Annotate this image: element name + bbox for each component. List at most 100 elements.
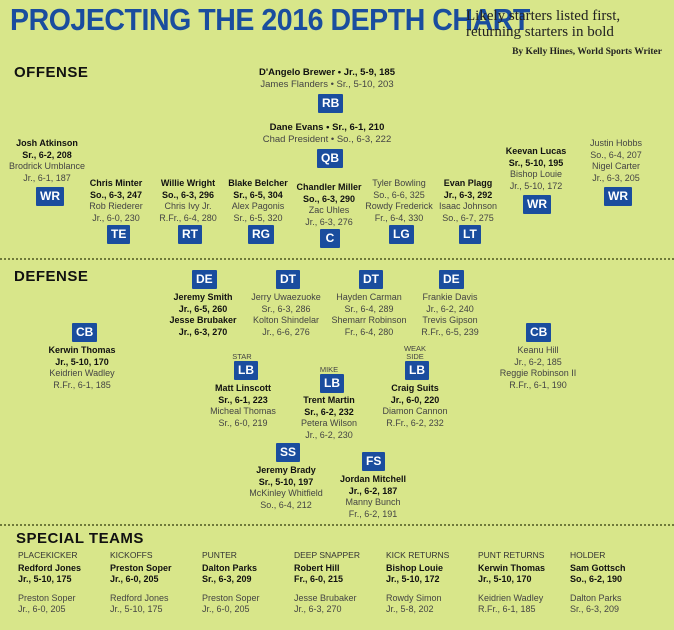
te-badge: TE [107,225,131,244]
rb-backup: James Flanders • Sr., 5-10, 203 [260,78,394,90]
special-starter: Jr., 5-10, 170 [478,574,532,584]
special-role-label: KICK RETURNS [386,550,450,560]
special-teams-heading: SPECIAL TEAMS [16,530,144,547]
c-block: Chandler Miller So., 6-3, 290 Zac Uhles … [296,182,362,227]
special-starter: Jr., 5-10, 175 [18,574,72,584]
wr-left-block: Josh Atkinson Sr., 6-2, 208 Brodrick Umb… [2,138,92,184]
c-badge: C [320,229,340,248]
lb-mike-block: Trent Martin Sr., 6-2, 232 Petera Wilson… [300,395,358,440]
rg-block: Blake Belcher Sr., 6-5, 304 Alex Pagonis… [228,178,288,223]
rb-badge: RB [318,94,344,113]
lb-mike-tag: MIKE [319,365,339,374]
dt-left-badge: DT [276,270,300,289]
wr-left-backup: Brodrick Umblance [8,161,86,171]
special-backup: Jr., 6-3, 270 [294,604,342,614]
lt-badge: LT [459,225,481,244]
special-starter: Bishop Louie [386,562,443,573]
fs-block: Jordan Mitchell Jr., 6-2, 187 Manny Bunc… [339,474,406,519]
cb-right-badge: CB [526,323,552,342]
de-right-badge: DE [439,270,464,289]
wr-left-badge: WR [36,187,64,206]
special-backup: Dalton Parks [570,592,622,603]
page-title: PROJECTING THE 2016 DEPTH CHART [10,2,530,37]
lb-weak-tag: WEAK SIDE [403,344,427,361]
special-backup: Jr., 5-8, 202 [386,604,434,614]
fs-badge: FS [362,452,386,471]
lb-star-tag: STAR [232,352,252,361]
special-teams-item: PLACEKICKER Redford Jones Jr., 5-10, 175 Pr… [18,550,81,616]
special-backup: Rowdy Simon [386,592,442,603]
special-role-label: PUNTER [202,550,237,560]
special-role-label: DEEP SNAPPER [294,550,360,560]
section-divider-2 [0,524,674,526]
qb-badge: QB [317,149,343,168]
dt-left-block: Jerry Uwaezuoke Sr., 6-3, 286 Kolton Shi… [251,292,321,337]
lb-star-block: Matt Linscott Sr., 6-1, 223 Micheal Thom… [210,383,276,428]
lb-star-badge: LB [234,361,258,380]
special-starter: Sam Gottsch [570,562,626,573]
special-starter: Redford Jones [18,562,82,573]
special-starter: Dalton Parks [202,562,258,573]
cb-right-block: Keanu Hill Jr., 6-2, 185 Reggie Robinson… [499,345,577,390]
section-divider [0,258,674,260]
offense-heading: OFFENSE [14,64,89,81]
special-starter: Preston Soper [110,562,172,573]
special-backup: Jesse Brubaker [294,592,357,603]
rt-badge: RT [178,225,202,244]
special-backup: Preston Soper [18,592,76,603]
rb-block: D'Angelo Brewer • Jr., 5-9, 185 James Fl… [237,67,417,90]
rg-badge: RG [248,225,274,244]
lg-badge: LG [389,225,414,244]
special-teams-item: DEEP SNAPPER Robert Hill Fr., 6-0, 215 Jess… [294,550,360,616]
subtitle: Likely starters listed first, returning … [466,8,621,40]
special-role-label: PUNT RETURNS [478,550,545,560]
special-starter: Sr., 6-3, 209 [202,574,252,584]
special-role-label: PLACEKICKER [18,550,78,560]
special-backup: R.Fr., 6-1, 185 [478,604,536,614]
wr-right-block: Justin Hobbs So., 6-4, 207 Nigel Carter … [589,138,643,183]
special-backup: Redford Jones [110,592,169,603]
special-backup: Jr., 6-0, 205 [18,604,66,614]
special-role-label: KICKOFFS [110,550,153,560]
lg-block: Tyler Bowling So., 6-6, 325 Rowdy Freder… [365,178,433,223]
special-starter: Jr., 5-10, 172 [386,574,440,584]
qb-block: Dane Evans • Sr., 6-1, 210 Chad Presiden… [237,122,417,145]
qb-backup: Chad President • So., 6-3, 222 [262,133,392,145]
special-backup: Keidrien Wadley [478,592,544,603]
special-teams-item: HOLDER Sam Gottsch So., 6-2, 190 Dalton Par… [570,550,626,616]
special-teams-item: KICKOFFS Preston Soper Jr., 6-0, 205 Redfor… [110,550,172,616]
de-left-block: Jeremy Smith Jr., 6-5, 260 Jesse Brubake… [169,292,237,337]
wr-left-starter: Josh Atkinson [16,138,78,148]
lb-weak-badge: LB [405,361,429,380]
special-backup: Preston Soper [202,592,260,603]
wr-mid-badge: WR [523,195,551,214]
special-backup: Jr., 6-0, 205 [202,604,250,614]
special-starter: Kerwin Thomas [478,562,546,573]
wr-right-badge: WR [604,187,632,206]
de-right-block: Frankie Davis Jr., 6-2, 240 Trevis Gipso… [421,292,479,337]
special-starter: Fr., 6-0, 215 [294,574,344,584]
special-starter: So., 6-2, 190 [570,574,623,584]
special-backup: Sr., 6-3, 209 [570,604,620,614]
special-backup: Jr., 5-10, 175 [110,604,163,614]
special-teams-item: KICK RETURNS Bishop Louie Jr., 5-10, 172 Ro… [386,550,449,616]
ss-block: Jeremy Brady Sr., 5-10, 197 McKinley Whi… [249,465,323,510]
ss-badge: SS [276,443,301,462]
cb-left-block: Kerwin Thomas Jr., 5-10, 170 Keidrien Wa… [48,345,116,390]
wr-mid-block: Keevan Lucas Sr., 5-10, 195 Bishop Louie… [505,146,567,191]
dt-right-badge: DT [359,270,383,289]
cb-left-badge: CB [72,323,98,342]
special-starter: Robert Hill [294,562,340,573]
lb-weak-block: Craig Suits Jr., 6-0, 220 Diamon Cannon … [382,383,448,428]
dt-right-block: Hayden Carman Sr., 6-4, 289 Shemarr Robi… [331,292,407,337]
de-left-badge: DE [192,270,217,289]
special-starter: Jr., 6-0, 205 [110,574,159,584]
rb-starter: D'Angelo Brewer • Jr., 5-9, 185 [258,67,395,78]
lt-block: Evan Plagg Jr., 6-3, 292 Isaac Johnson S… [438,178,498,223]
rt-block: Willie Wright So., 6-3, 296 Chris Ivy Jr… [159,178,217,223]
qb-starter: Dane Evans • Sr., 6-1, 210 [269,122,385,133]
special-teams-item: PUNTER Dalton Parks Sr., 6-3, 209 Preston S… [202,550,260,616]
te-block: Chris Minter So., 6-3, 247 Rob Riederer … [89,178,143,223]
special-teams-item: PUNT RETURNS Kerwin Thomas Jr., 5-10, 170 K… [478,550,545,616]
defense-heading: DEFENSE [14,268,89,285]
